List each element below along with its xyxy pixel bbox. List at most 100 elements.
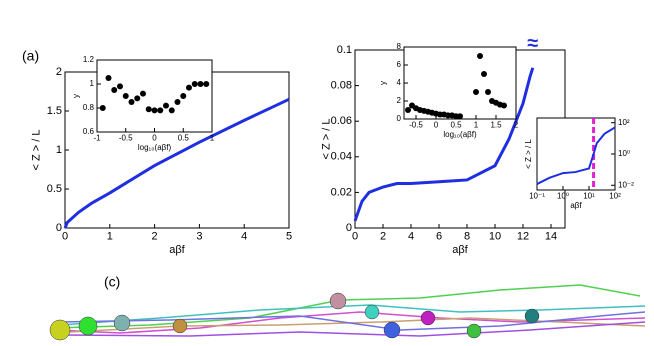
y-axis-label: y (378, 81, 387, 85)
x-tick-label: 12 (517, 231, 529, 243)
cluster (49, 319, 71, 341)
x-axis-label: log₁₀(aβf) (443, 130, 477, 139)
data-point (477, 53, 483, 59)
y-tick-label: 8 (397, 42, 402, 51)
chain (64, 321, 646, 337)
y-tick-label: 1.2 (83, 55, 95, 64)
y-tick-label: 0 (346, 222, 352, 234)
x-tick-label: 10⁻¹ (529, 192, 545, 201)
x-tick-label: 1 (107, 231, 113, 243)
y-tick-label: 1 (56, 144, 62, 156)
chain (54, 311, 646, 334)
data-point (180, 93, 187, 99)
data-point (117, 83, 123, 90)
data-point (457, 113, 463, 120)
x-tick-label: 4 (241, 231, 247, 243)
y-tick-label: 0.02 (331, 186, 352, 198)
y-tick-label: 10⁻² (618, 180, 634, 189)
y-tick-label: 1.5 (47, 105, 62, 117)
cluster (329, 292, 347, 310)
x-tick-label: 3 (196, 231, 202, 243)
y-tick-label: 0.08 (331, 80, 352, 92)
data-point (501, 102, 507, 109)
x-tick-label: 0.5 (450, 121, 462, 130)
data-point (157, 107, 164, 114)
polymer-clusters (49, 292, 540, 341)
plot-frame (96, 59, 213, 133)
x-tick-label: 0 (62, 231, 68, 243)
cluster (466, 323, 482, 339)
x-tick-label: -1 (93, 134, 101, 143)
cluster (113, 314, 131, 332)
data-point (473, 89, 479, 95)
data-line (353, 67, 535, 222)
y-tick-label: 6 (397, 60, 402, 69)
x-tick-label: 10¹ (583, 192, 595, 201)
y-tick-label: 0.6 (83, 127, 95, 136)
polymer-image (54, 284, 646, 337)
panel-label: (c) (104, 274, 120, 290)
x-tick-label: -0.5 (409, 121, 423, 130)
y-tick-label: 0.5 (47, 183, 62, 195)
data-point (174, 99, 181, 105)
x-tick-label: 2 (152, 231, 158, 243)
y-tick-label: 10⁰ (618, 149, 630, 158)
chain (54, 284, 641, 329)
data-point (168, 107, 175, 114)
x-tick-label: 1 (210, 134, 215, 143)
x-axis-label: aβf (169, 244, 185, 256)
data-point (128, 99, 135, 105)
x-tick-label: 10² (609, 192, 621, 201)
x-tick-label: 10 (489, 231, 501, 243)
cluster (383, 321, 401, 339)
cluster (364, 304, 380, 320)
cluster (420, 310, 436, 326)
y-tick-label: 2 (56, 66, 62, 78)
data-point (191, 81, 198, 87)
data-point (163, 102, 169, 109)
y-axis-label: y (71, 94, 80, 98)
data-point (105, 75, 112, 81)
x-tick-label: 1.5 (490, 121, 502, 130)
data-point (405, 107, 411, 113)
annotation: ≈ (527, 32, 538, 54)
y-axis-label: < Z > / L (320, 119, 332, 160)
y-axis-label: < Z > / L (524, 139, 533, 169)
data-point (122, 93, 129, 99)
plot-frame (403, 46, 517, 120)
x-axis-label: aβf (452, 244, 468, 256)
x-tick-label: 5 (286, 231, 292, 243)
data-point (145, 106, 152, 113)
x-axis-label: aβf (570, 201, 582, 210)
x-tick-label: 4 (408, 231, 414, 243)
y-tick-label: 0.04 (331, 151, 352, 163)
y-tick-label: 10² (618, 118, 630, 127)
x-tick-label: 1 (474, 121, 479, 130)
data-line (63, 97, 290, 229)
y-tick-label: 0.8 (83, 103, 95, 112)
x-tick-label: 0 (352, 231, 358, 243)
x-tick-label: 8 (464, 231, 470, 243)
data-point (197, 81, 204, 87)
y-tick-label: 0 (56, 222, 62, 234)
x-tick-label: 14 (545, 231, 557, 243)
data-point (186, 84, 192, 91)
data-point (134, 95, 141, 102)
x-tick-label: 2 (380, 231, 386, 243)
x-tick-label: 10⁰ (557, 192, 569, 201)
data-point (481, 71, 487, 77)
data-point (151, 107, 158, 114)
data-point (485, 89, 491, 95)
cluster (172, 318, 188, 334)
x-tick-label: 0 (434, 121, 439, 130)
y-tick-label: 0.1 (337, 44, 352, 56)
y-tick-label: 2 (397, 96, 402, 105)
y-tick-label: 0.06 (331, 115, 352, 127)
x-tick-label: 0 (152, 134, 157, 143)
cluster (78, 316, 98, 336)
chain (59, 304, 646, 326)
y-tick-label: 4 (397, 78, 402, 87)
data-line (536, 126, 616, 185)
data-point (140, 90, 146, 97)
